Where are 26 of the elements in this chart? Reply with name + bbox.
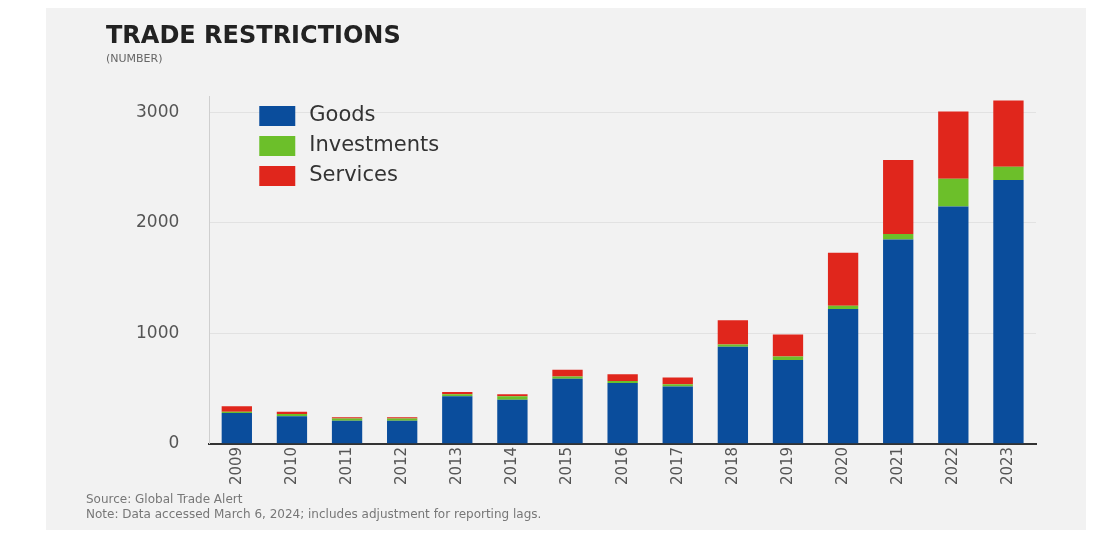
x-tick-label: 2011 (336, 446, 355, 486)
x-tick-label: 2021 (888, 446, 907, 486)
x-tick-label: 2023 (998, 446, 1017, 486)
x-tick-label: 2019 (777, 446, 796, 486)
x-tick-label: 2009 (226, 446, 245, 486)
x-tick-label: 2012 (392, 446, 411, 486)
x-tick-label: 2010 (281, 446, 300, 486)
chart-title: TRADE RESTRICTIONS (106, 20, 401, 49)
legend-label: Goods (309, 102, 376, 127)
y-tick-label: 1000 (136, 321, 180, 342)
x-tick-label: 2020 (832, 446, 851, 486)
x-tick-label: 2017 (667, 446, 686, 486)
x-tick-label: 2018 (722, 446, 741, 486)
legend-label: Services (309, 162, 398, 187)
text: Note: Data accessed March 6, 2024; includes adjustment for reporting lags. (86, 507, 543, 522)
y-tick-label: 0 (168, 432, 180, 453)
x-tick-label: 2016 (612, 446, 631, 486)
source-note: Source: Global Trade Alert (86, 492, 244, 507)
x-tick-label: 2013 (447, 446, 466, 486)
x-tick-label: 2015 (557, 446, 576, 486)
x-tick-label: 2014 (502, 446, 521, 486)
y-tick-label: 2000 (136, 211, 180, 232)
x-tick-label: 2022 (943, 446, 962, 486)
y-tick-label: 3000 (136, 100, 180, 121)
legend-label: Investments (309, 132, 440, 157)
chart-subtitle: (NUMBER) (106, 52, 163, 66)
